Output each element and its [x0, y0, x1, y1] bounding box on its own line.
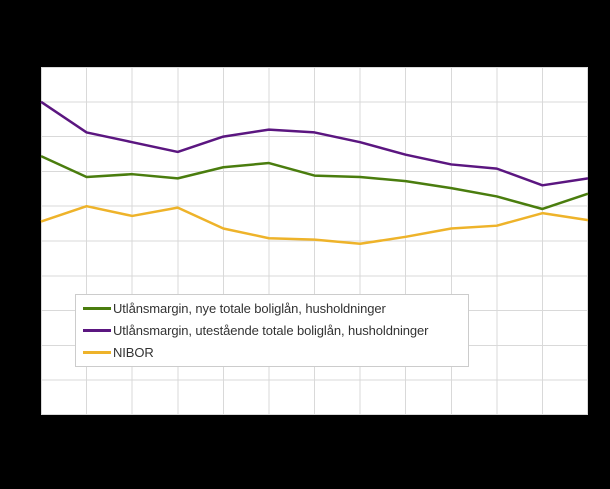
legend-swatch-line — [83, 351, 111, 355]
legend-label: NIBOR — [113, 345, 154, 361]
legend-swatch-line — [83, 328, 111, 332]
chart-legend: Utlånsmargin, nye totale boliglån, husho… — [75, 294, 469, 367]
legend-item-nibor[interactable]: NIBOR — [83, 342, 468, 364]
legend-label: Utlånsmargin, nye totale boliglån, husho… — [113, 300, 386, 316]
legend-swatch-line — [83, 306, 111, 310]
legend-label: Utlånsmargin, utestående totale boliglån… — [113, 322, 429, 338]
legend-item-nye-boliglan[interactable]: Utlånsmargin, nye totale boliglån, husho… — [83, 297, 468, 319]
legend-item-utestaende-boliglan[interactable]: Utlånsmargin, utestående totale boliglån… — [83, 319, 468, 341]
data-series-lines — [40, 100, 589, 246]
